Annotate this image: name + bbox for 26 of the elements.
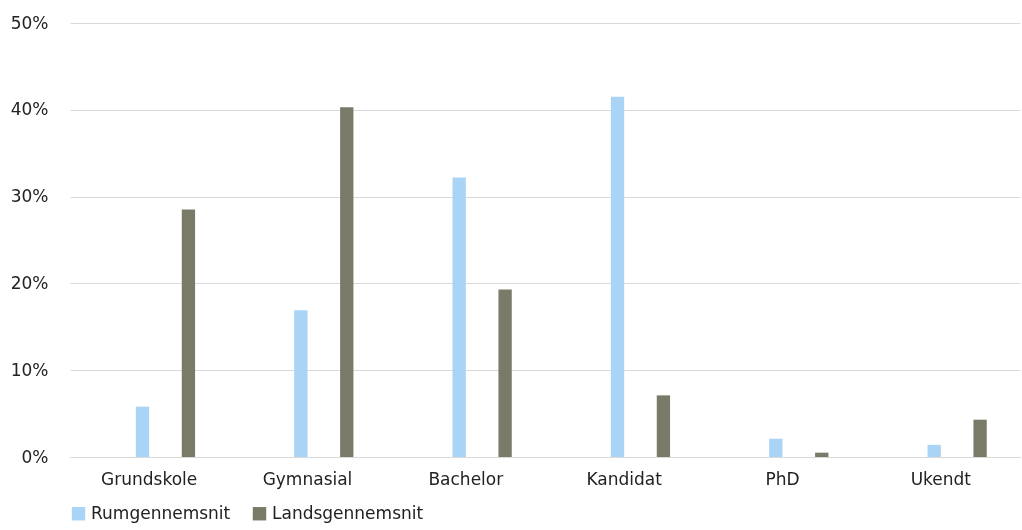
bar [135, 406, 150, 457]
y-tick-label: 40% [10, 99, 49, 120]
x-tick-label: Ukendt [910, 468, 972, 489]
bar [452, 177, 466, 457]
legend-label: Landsgennemsnit [272, 502, 424, 523]
x-tick-label: Bachelor [428, 468, 504, 489]
y-tick-label: 30% [10, 186, 49, 207]
bar [656, 395, 671, 457]
legend-label: Rumgennemsnit [91, 502, 231, 523]
bar [181, 209, 196, 457]
x-tick-label: Gymnasial [262, 468, 353, 489]
bar [973, 419, 987, 457]
y-tick-label: 0% [21, 446, 49, 467]
bar [294, 310, 308, 457]
bar [815, 452, 829, 457]
bar [340, 107, 354, 457]
bar [498, 289, 512, 457]
y-tick-label: 10% [10, 359, 49, 380]
x-tick-label: PhD [765, 468, 800, 489]
bar [927, 444, 941, 457]
y-tick-label: 50% [10, 12, 49, 33]
bar [610, 96, 625, 457]
y-tick-label: 20% [10, 272, 49, 293]
x-tick-label: Kandidat [586, 468, 663, 489]
x-tick-label: Grundskole [101, 468, 198, 489]
bar [769, 438, 783, 457]
